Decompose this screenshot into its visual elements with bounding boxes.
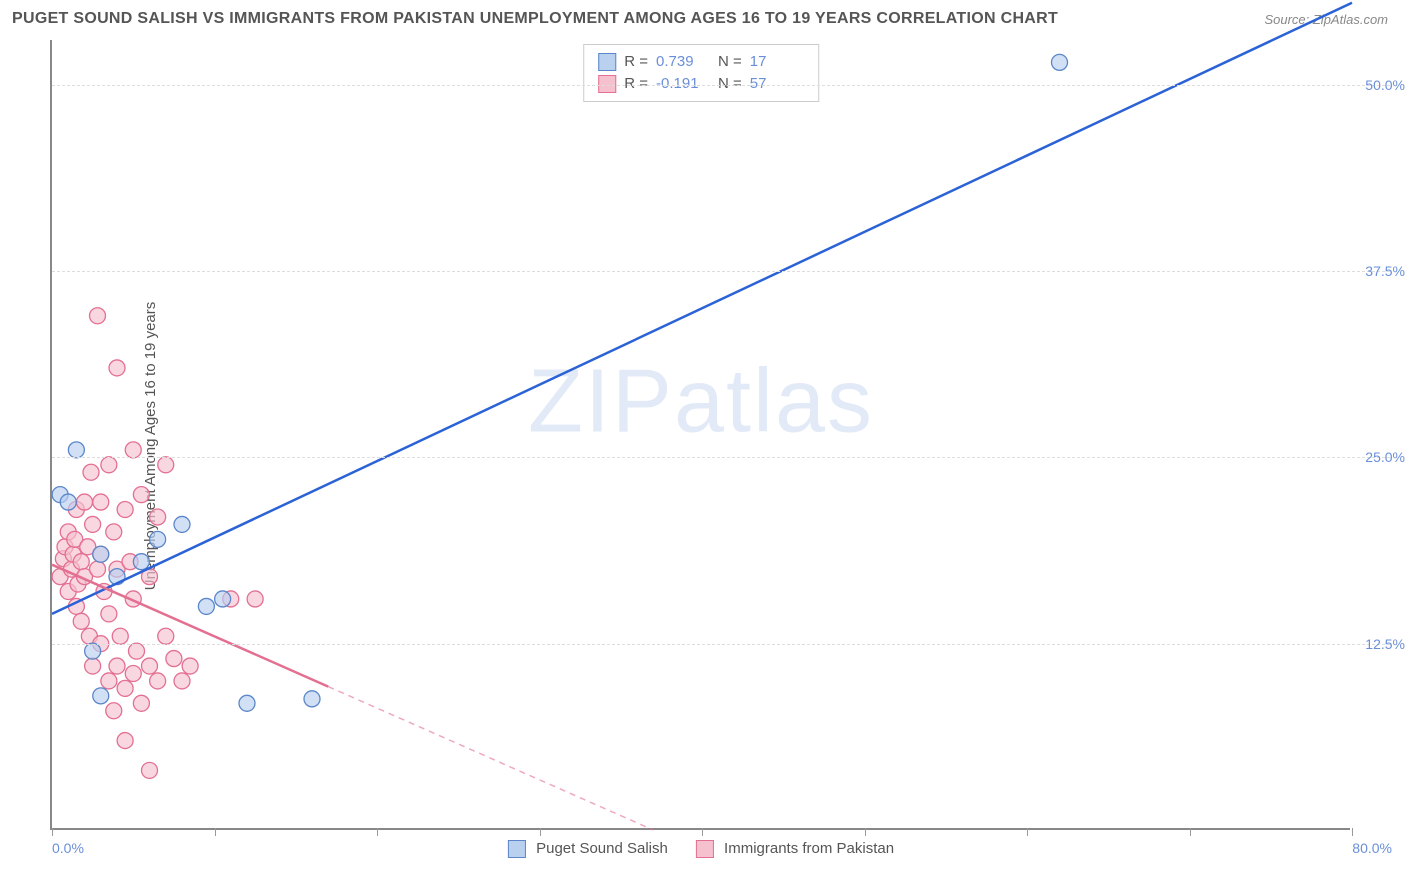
y-tick-label: 50.0%: [1365, 77, 1405, 93]
legend-item: Immigrants from Pakistan: [696, 840, 894, 858]
plot-area: ZIPatlas R = 0.739 N = 17 R = -0.191 N =…: [50, 40, 1350, 830]
legend-swatch-icon: [508, 840, 526, 858]
legend-item: Puget Sound Salish: [508, 840, 668, 858]
chart-svg: [52, 40, 1350, 828]
legend-swatch-icon: [696, 840, 714, 858]
y-tick-label: 37.5%: [1365, 263, 1405, 279]
x-tick-label: 0.0%: [52, 840, 84, 856]
legend-label: Puget Sound Salish: [536, 840, 668, 857]
y-tick-label: 12.5%: [1365, 636, 1405, 652]
legend-label: Immigrants from Pakistan: [724, 840, 894, 857]
y-tick-label: 25.0%: [1365, 449, 1405, 465]
x-tick-label: 80.0%: [1352, 840, 1392, 856]
chart-title: PUGET SOUND SALISH VS IMMIGRANTS FROM PA…: [12, 10, 1058, 28]
series-legend: Puget Sound Salish Immigrants from Pakis…: [508, 840, 894, 858]
